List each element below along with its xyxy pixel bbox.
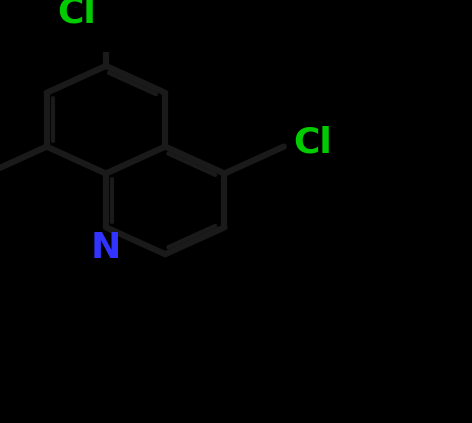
Text: N: N — [91, 231, 121, 265]
Text: Cl: Cl — [58, 0, 96, 29]
Text: Cl: Cl — [293, 126, 332, 160]
